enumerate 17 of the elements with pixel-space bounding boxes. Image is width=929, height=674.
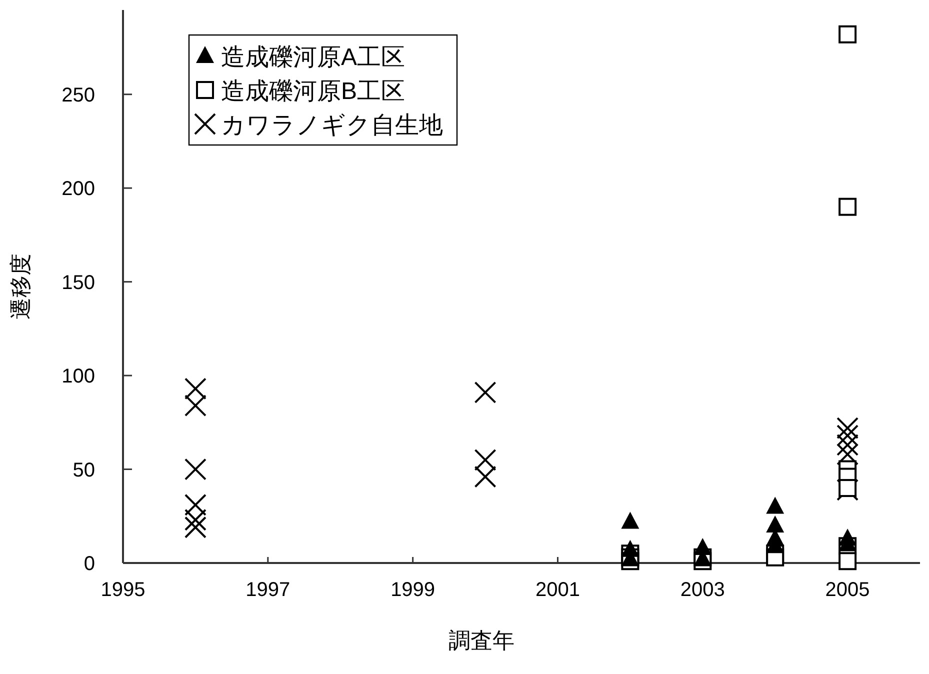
y-tick-label: 100 <box>62 366 95 388</box>
y-tick-label: 50 <box>72 459 95 482</box>
legend-label: 造成礫河原A工区 <box>221 44 406 71</box>
x-tick-label: 2003 <box>680 579 725 601</box>
x-tick-label: 1997 <box>246 579 290 601</box>
x-tick-label: 2005 <box>825 579 870 601</box>
x-axis-title: 調査年 <box>448 628 514 653</box>
y-axis-title: 遷移度 <box>8 254 33 320</box>
y-tick-label: 250 <box>62 84 95 106</box>
y-tick-label: 150 <box>62 272 95 294</box>
x-tick-label: 2001 <box>535 579 580 601</box>
y-tick-label: 0 <box>84 553 95 575</box>
legend-label: 造成礫河原B工区 <box>221 78 406 105</box>
y-tick-label: 200 <box>62 178 95 200</box>
legend-label: カワラノギク自生地 <box>221 112 443 139</box>
x-tick-label: 1995 <box>100 579 146 601</box>
x-tick-label: 1999 <box>390 579 436 601</box>
